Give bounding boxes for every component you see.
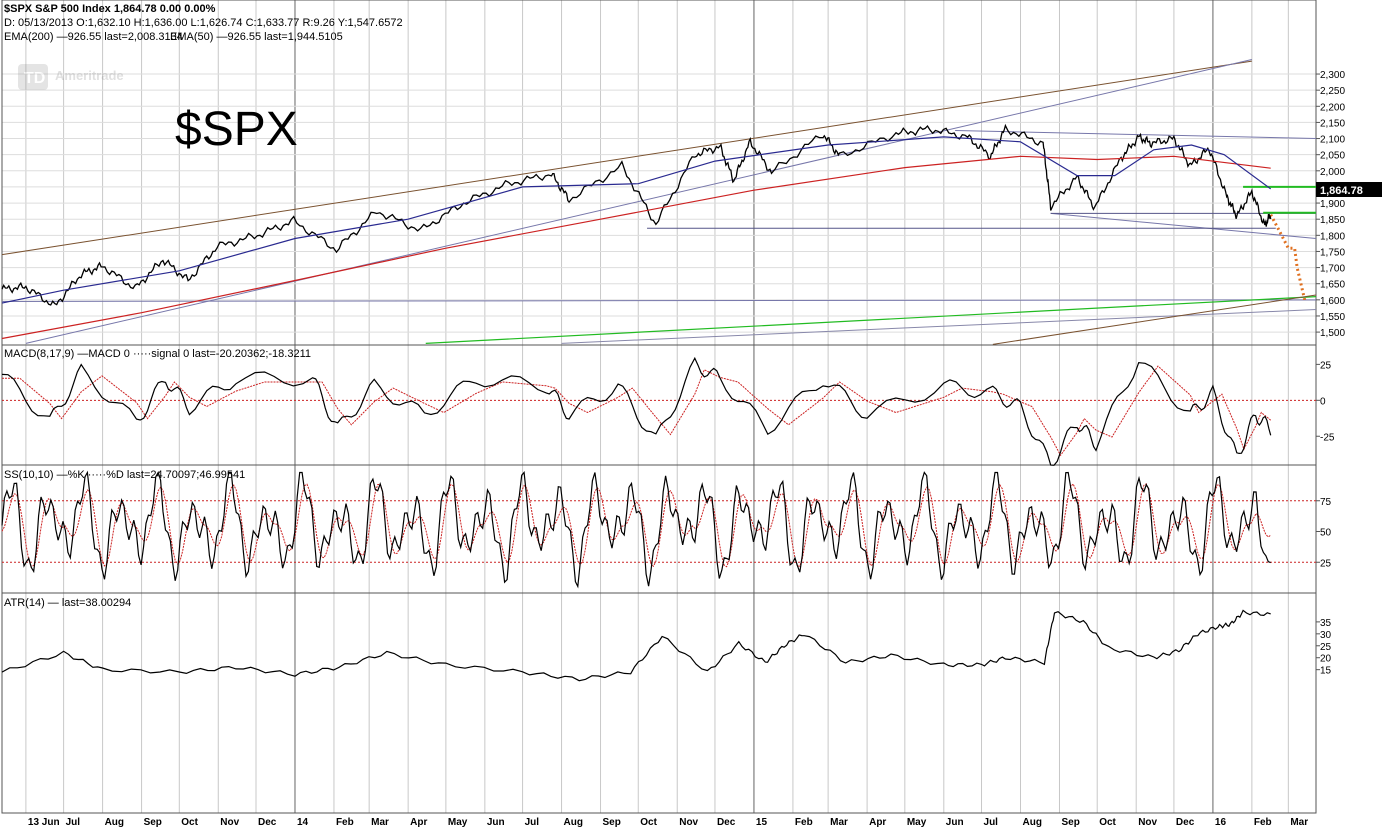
y-tick-label: 2,100 <box>1320 135 1345 146</box>
x-tick-label: Dec <box>717 817 736 828</box>
x-tick-label: Aug <box>564 817 583 828</box>
ameritrade-watermark: TD Ameritrade <box>18 64 124 90</box>
y-tick-label: -25 <box>1320 432 1335 443</box>
y-tick-label: 25 <box>1320 558 1332 569</box>
x-tick-label: Apr <box>869 817 886 828</box>
svg-text:TD: TD <box>24 70 45 87</box>
ema50-label: EMA(50) —926.55 last=1,944.5105 <box>170 31 343 43</box>
x-tick-label: Nov <box>1138 817 1157 828</box>
y-tick-label: 2,300 <box>1320 70 1345 81</box>
price-series <box>1 123 1272 306</box>
y-tick-label: 25 <box>1320 642 1332 653</box>
x-tick-label: Nov <box>679 817 698 828</box>
x-tick-label: Aug <box>1023 817 1042 828</box>
symbol-line: $SPX S&P 500 Index 1,864.78 0.00 0.00% <box>4 3 216 15</box>
upper-trendline <box>1 60 1252 256</box>
green-trendline <box>425 296 1317 344</box>
y-tick-label: 35 <box>1320 618 1332 629</box>
forecast-path <box>1269 213 1307 301</box>
x-tick-label: Jun <box>487 817 505 828</box>
x-tick-label: May <box>907 817 927 828</box>
x-tick-label: Feb <box>795 817 813 828</box>
x-tick-label: Apr <box>410 817 427 828</box>
atr-label: ATR(14) — last=38.00294 <box>4 597 131 609</box>
x-tick-label: Jun <box>946 817 964 828</box>
descending-support-line <box>1050 212 1317 240</box>
y-tick-label: 1,650 <box>1320 280 1345 291</box>
y-tick-label: 2,200 <box>1320 102 1345 113</box>
rising-channel-line <box>25 59 1252 344</box>
watermark-text: Ameritrade <box>55 68 124 83</box>
x-tick-label: Dec <box>258 817 277 828</box>
x-tick-label: Sep <box>144 817 162 828</box>
x-tick-label: 16 <box>1215 817 1227 828</box>
x-tick-label: Oct <box>640 817 657 828</box>
lower-channel-line <box>561 309 1317 344</box>
y-tick-label: 1,900 <box>1320 199 1345 210</box>
stoch-d-series <box>1 483 1271 568</box>
y-tick-label: 15 <box>1320 666 1332 677</box>
x-tick-label: Jul <box>66 817 81 828</box>
y-tick-label: 1,750 <box>1320 247 1345 258</box>
x-tick-label: Oct <box>181 817 198 828</box>
last-price-box: 1,864.78 <box>1316 182 1382 197</box>
stoch-label: SS(10,10) —%K ·····%D last=24.70097;46.9… <box>4 469 245 481</box>
top-resistance-line <box>955 129 1317 140</box>
x-tick-label: Jul <box>525 817 540 828</box>
stoch-k-series <box>1 470 1271 589</box>
x-tick-label: Aug <box>105 817 124 828</box>
macd-series <box>1 356 1272 466</box>
x-tick-label: Oct <box>1099 817 1116 828</box>
x-tick-label: 14 <box>297 817 309 828</box>
y-tick-label: 30 <box>1320 630 1332 641</box>
ema50-series <box>1 136 1272 304</box>
x-tick-label: Feb <box>336 817 354 828</box>
ema200-label: EMA(200) —926.55 last=2,008.3134 <box>4 31 183 43</box>
macd-label: MACD(8,17,9) —MACD 0 ·····signal 0 last=… <box>4 348 311 360</box>
x-tick-label: Dec <box>1176 817 1195 828</box>
ohlc-line: D: 05/13/2013 O:1,632.10 H:1,636.00 L:1,… <box>4 17 403 29</box>
y-tick-label: 50 <box>1320 528 1332 539</box>
y-tick-label: 1,500 <box>1320 328 1345 339</box>
y-tick-label: 1,600 <box>1320 296 1345 307</box>
y-tick-label: 1,550 <box>1320 312 1345 323</box>
x-tick-label: Mar <box>371 817 389 828</box>
svg-text:1,864.78: 1,864.78 <box>1320 185 1363 197</box>
y-tick-label: 0 <box>1320 396 1326 407</box>
ema200-series <box>1 155 1271 340</box>
y-tick-label: 2,050 <box>1320 151 1345 162</box>
y-tick-label: 1,800 <box>1320 231 1345 242</box>
big-title: $SPX <box>175 103 298 156</box>
y-tick-label: 75 <box>1320 497 1332 508</box>
horizontal-1600-line <box>1 299 1317 302</box>
macd-signal-series <box>2 365 1272 457</box>
y-tick-label: 1,700 <box>1320 264 1345 275</box>
x-tick-label: May <box>448 817 468 828</box>
y-tick-label: 2,150 <box>1320 118 1345 129</box>
x-tick-label: Mar <box>1290 817 1308 828</box>
y-tick-label: 20 <box>1320 654 1332 665</box>
x-tick-label: 13 Jun <box>28 817 60 828</box>
y-tick-label: 2,250 <box>1320 86 1345 97</box>
x-tick-label: Sep <box>1061 817 1079 828</box>
atr-series <box>1 609 1271 682</box>
x-tick-label: Sep <box>603 817 621 828</box>
y-tick-label: 1,850 <box>1320 215 1345 226</box>
y-tick-label: 2,000 <box>1320 167 1345 178</box>
x-tick-label: Jul <box>984 817 999 828</box>
x-tick-label: 15 <box>756 817 768 828</box>
x-tick-label: Nov <box>220 817 239 828</box>
x-tick-label: Feb <box>1254 817 1272 828</box>
lower-brown-trendline <box>992 294 1317 345</box>
x-tick-label: Mar <box>830 817 848 828</box>
y-tick-label: 25 <box>1320 360 1332 371</box>
